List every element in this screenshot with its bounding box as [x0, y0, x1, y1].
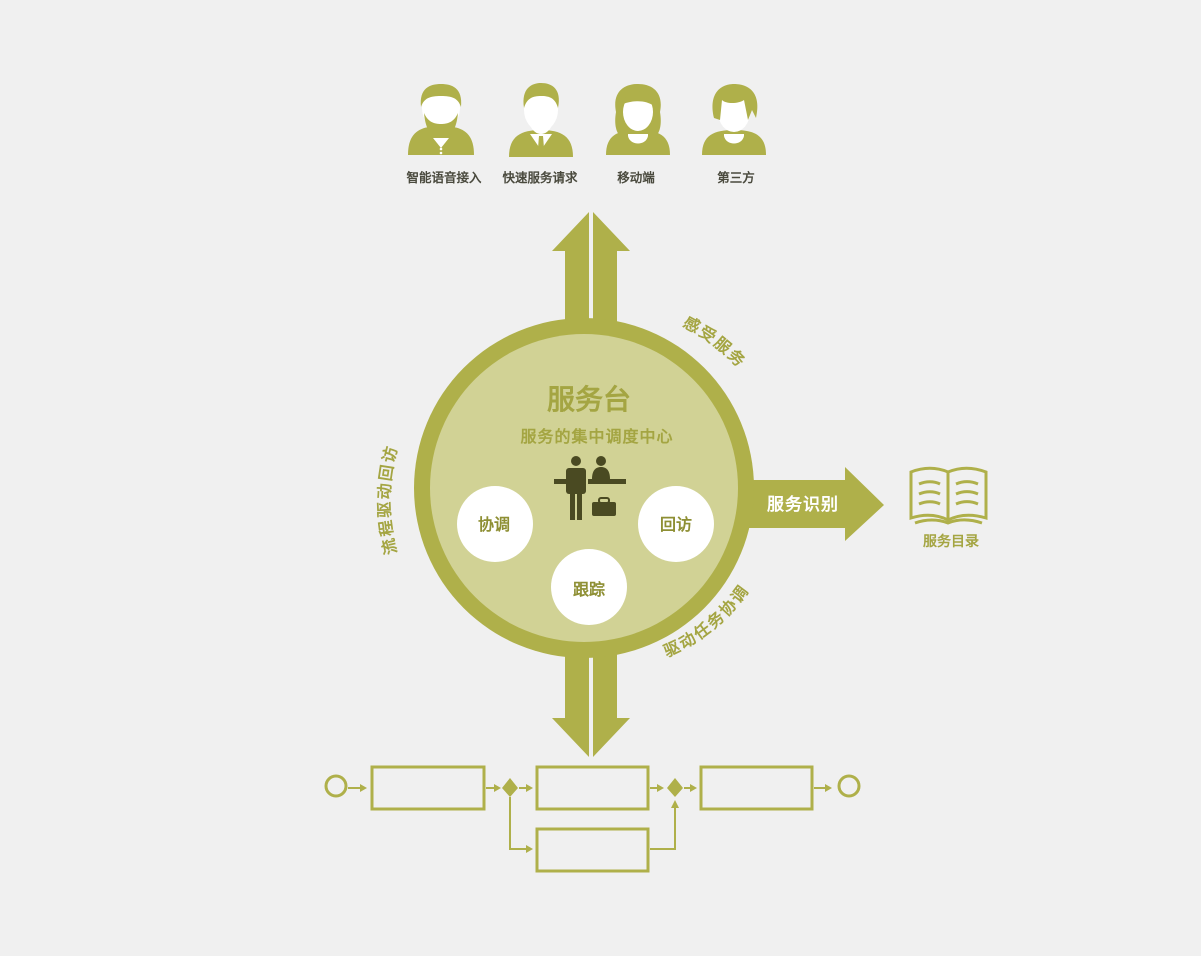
flow-task-2	[535, 765, 650, 811]
flow-start-event	[324, 774, 348, 798]
service-desk-staff-icon	[554, 456, 626, 520]
hub-function-track: 跟踪	[551, 549, 627, 625]
flow-task-1	[370, 765, 486, 811]
woman-avatar-icon	[606, 84, 670, 155]
open-book-icon	[909, 466, 988, 525]
bottom-double-arrow	[552, 650, 630, 757]
flow-task-4	[535, 827, 650, 873]
top-arrow-right-half	[593, 212, 630, 325]
flow-connectors	[348, 778, 832, 853]
function-label-revisit: 回访	[660, 515, 692, 534]
right-arrow-label: 服务识别	[767, 494, 839, 515]
catalog-label: 服务目录	[923, 533, 979, 550]
hub-function-revisit: 回访	[638, 486, 714, 562]
top-double-arrow	[552, 212, 630, 325]
hub-function-coordinate: 协调	[457, 486, 533, 562]
flow-end-event	[837, 774, 861, 798]
hub-title: 服务台	[547, 383, 631, 416]
channel-avatars	[408, 83, 766, 157]
bottom-arrow-right-half	[593, 650, 630, 757]
channel-label-mobile: 移动端	[617, 170, 655, 185]
channel-label-quick-request: 快速服务请求	[502, 170, 578, 185]
flow-gateway-join	[667, 778, 683, 797]
man-avatar-icon	[509, 83, 573, 157]
right-arrow: 服务识别	[740, 467, 884, 541]
bearded-man-avatar-icon	[408, 84, 474, 155]
process-flow-diagram	[324, 765, 861, 873]
channel-label-voice: 智能语音接入	[405, 170, 482, 185]
short-hair-avatar-icon	[702, 84, 766, 155]
channel-labels: 智能语音接入 快速服务请求 移动端 第三方	[405, 170, 754, 185]
flow-gateway-split	[502, 778, 518, 797]
right-arrow-shape	[740, 467, 884, 541]
top-arrow-left-half	[552, 212, 589, 325]
service-desk-hub: 服务台 服务的集中调度中心 协调 回访 跟踪	[414, 318, 754, 658]
flow-task-3	[699, 765, 814, 811]
function-label-track: 跟踪	[573, 580, 605, 599]
arc-label-process-revisit: 流程驱动回访	[375, 443, 402, 557]
function-label-coordinate: 协调	[478, 515, 510, 534]
channel-label-third-party: 第三方	[717, 170, 755, 185]
hub-subtitle: 服务的集中调度中心	[520, 427, 673, 446]
bottom-arrow-left-half	[552, 650, 589, 757]
